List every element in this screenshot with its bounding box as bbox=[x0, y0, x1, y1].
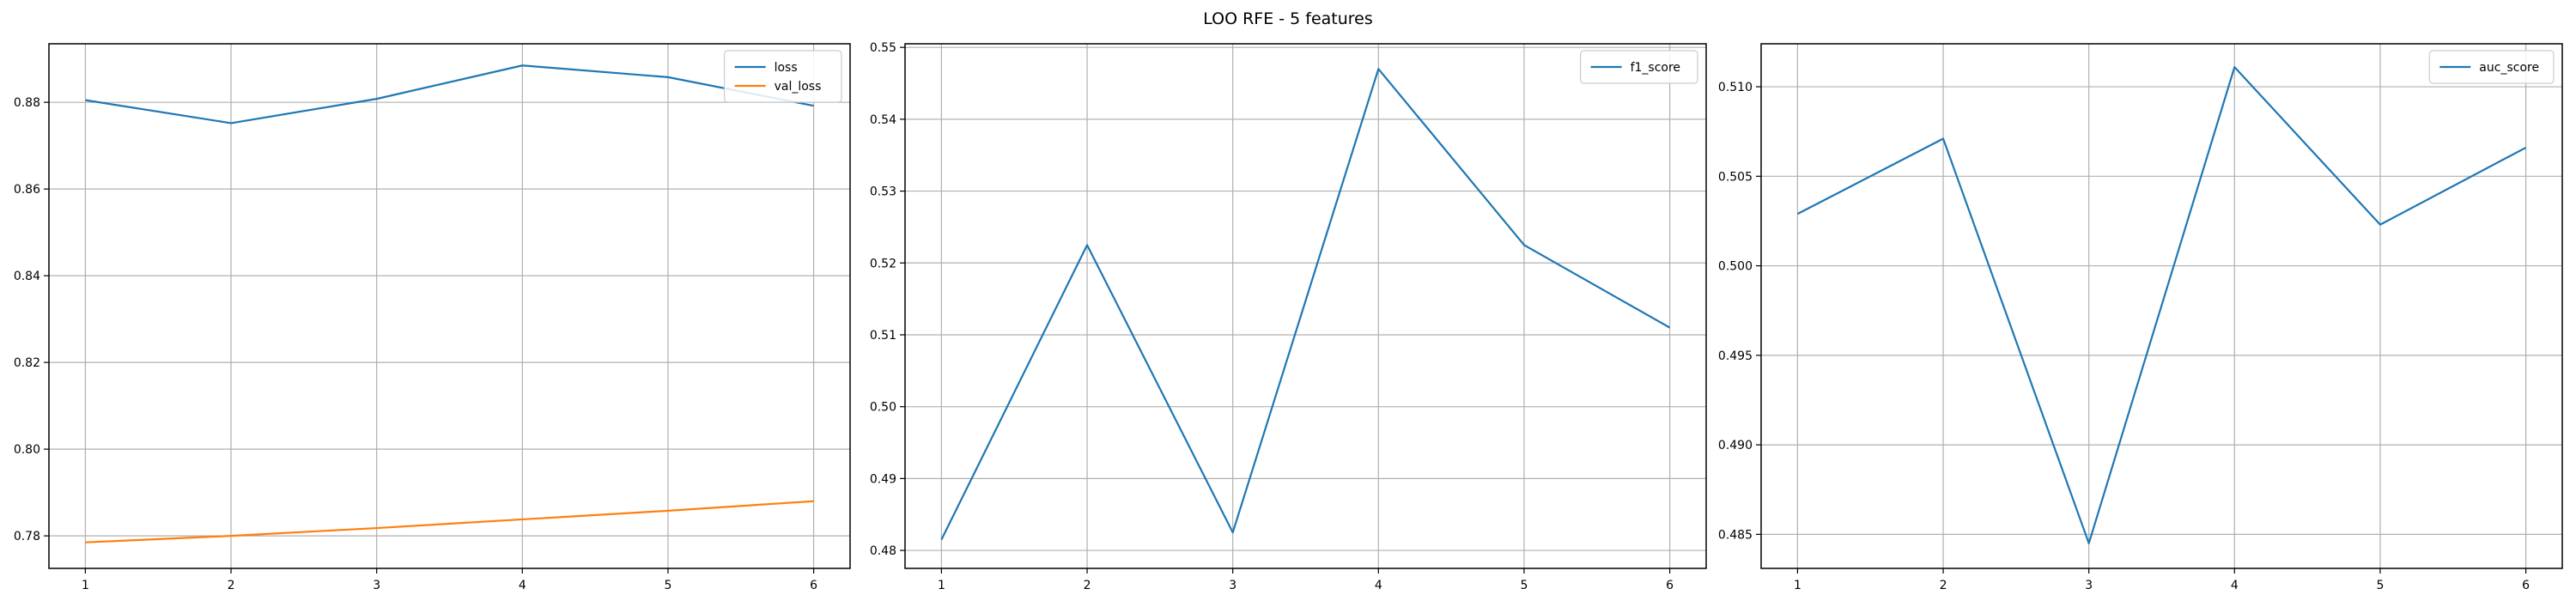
y-tick-label: 0.51 bbox=[870, 329, 896, 343]
plot-area bbox=[905, 44, 1706, 568]
x-tick-label: 2 bbox=[228, 579, 235, 592]
legend: auc_score bbox=[2428, 50, 2555, 84]
x-tick-label: 6 bbox=[810, 579, 817, 592]
legend-label-f1_score: f1_score bbox=[1631, 61, 1680, 75]
y-tick-label: 0.490 bbox=[1718, 439, 1753, 452]
y-tick-label: 0.78 bbox=[14, 530, 40, 543]
y-tick-label: 0.48 bbox=[870, 544, 896, 558]
legend-frame bbox=[1579, 50, 1698, 84]
axes-frame bbox=[1760, 43, 2563, 569]
x-tick-label: 1 bbox=[938, 579, 945, 592]
x-tick-label: 5 bbox=[1520, 579, 1528, 592]
legend-frame bbox=[2428, 50, 2555, 84]
x-tick-label: 1 bbox=[1794, 579, 1801, 592]
subplots: 1 2 3 4 5 6 0.78 0.80 0.82 0.84 0.86 0.88 loss val_lo… bbox=[14, 41, 2563, 592]
series-line-f1_score bbox=[940, 68, 1671, 541]
series-line-auc_score bbox=[1796, 66, 2527, 544]
legend-label-val_loss: val_loss bbox=[775, 80, 822, 94]
x-tick-label: 5 bbox=[664, 579, 671, 592]
y-tick-label: 0.53 bbox=[870, 185, 896, 199]
x-tick-label: 2 bbox=[1940, 579, 1947, 592]
y-tick-label: 0.510 bbox=[1718, 81, 1753, 94]
legend-frame bbox=[723, 50, 842, 103]
y-tick-label: 0.485 bbox=[1718, 528, 1753, 542]
legend-label-loss: loss bbox=[775, 61, 798, 75]
y-tick-label: 0.88 bbox=[14, 96, 40, 110]
x-tick-label: 3 bbox=[1229, 579, 1236, 592]
x-tick-label: 4 bbox=[519, 579, 526, 592]
x-tick-label: 6 bbox=[1666, 579, 1674, 592]
series-line-loss bbox=[85, 64, 814, 124]
x-tick-label: 5 bbox=[2376, 579, 2384, 592]
y-tick-label: 0.82 bbox=[14, 356, 40, 370]
subplot-1: 1 2 3 4 5 6 0.78 0.80 0.82 0.84 0.86 0.88 loss val_lo… bbox=[14, 43, 851, 592]
y-tick-label: 0.500 bbox=[1718, 260, 1753, 274]
axes-frame bbox=[48, 43, 851, 569]
y-tick-label: 0.495 bbox=[1718, 349, 1753, 363]
y-tick-label: 0.86 bbox=[14, 183, 40, 197]
subplot-2: 1 2 3 4 5 6 0.48 0.49 0.50 0.51 0.52 0.53 0.54 0.55 f1… bbox=[870, 41, 1707, 592]
figure-title: LOO RFE - 5 features bbox=[1203, 9, 1373, 28]
x-tick-label: 6 bbox=[2522, 579, 2530, 592]
y-tick-label: 0.54 bbox=[870, 113, 896, 127]
legend-label-auc_score: auc_score bbox=[2479, 61, 2539, 75]
x-tick-label: 3 bbox=[373, 579, 380, 592]
legend: loss val_loss bbox=[723, 50, 842, 103]
y-tick-label: 0.55 bbox=[870, 41, 896, 55]
y-tick-label: 0.52 bbox=[870, 257, 896, 270]
axes-frame bbox=[904, 43, 1707, 569]
series-line-val_loss bbox=[85, 500, 814, 543]
subplot-3: 1 2 3 4 5 6 0.485 0.490 0.495 0.500 0.505 0.510 auc_… bbox=[1718, 43, 2563, 592]
y-tick-label: 0.505 bbox=[1718, 170, 1753, 184]
y-tick-label: 0.84 bbox=[14, 270, 40, 283]
y-tick-label: 0.80 bbox=[14, 443, 40, 457]
y-tick-label: 0.50 bbox=[870, 401, 896, 415]
x-tick-label: 4 bbox=[2231, 579, 2239, 592]
x-tick-label: 1 bbox=[82, 579, 89, 592]
x-tick-label: 3 bbox=[2085, 579, 2093, 592]
legend: f1_score bbox=[1579, 50, 1698, 84]
x-tick-label: 4 bbox=[1375, 579, 1382, 592]
plot-area bbox=[49, 44, 850, 568]
y-tick-label: 0.49 bbox=[870, 472, 896, 486]
x-tick-label: 2 bbox=[1084, 579, 1091, 592]
